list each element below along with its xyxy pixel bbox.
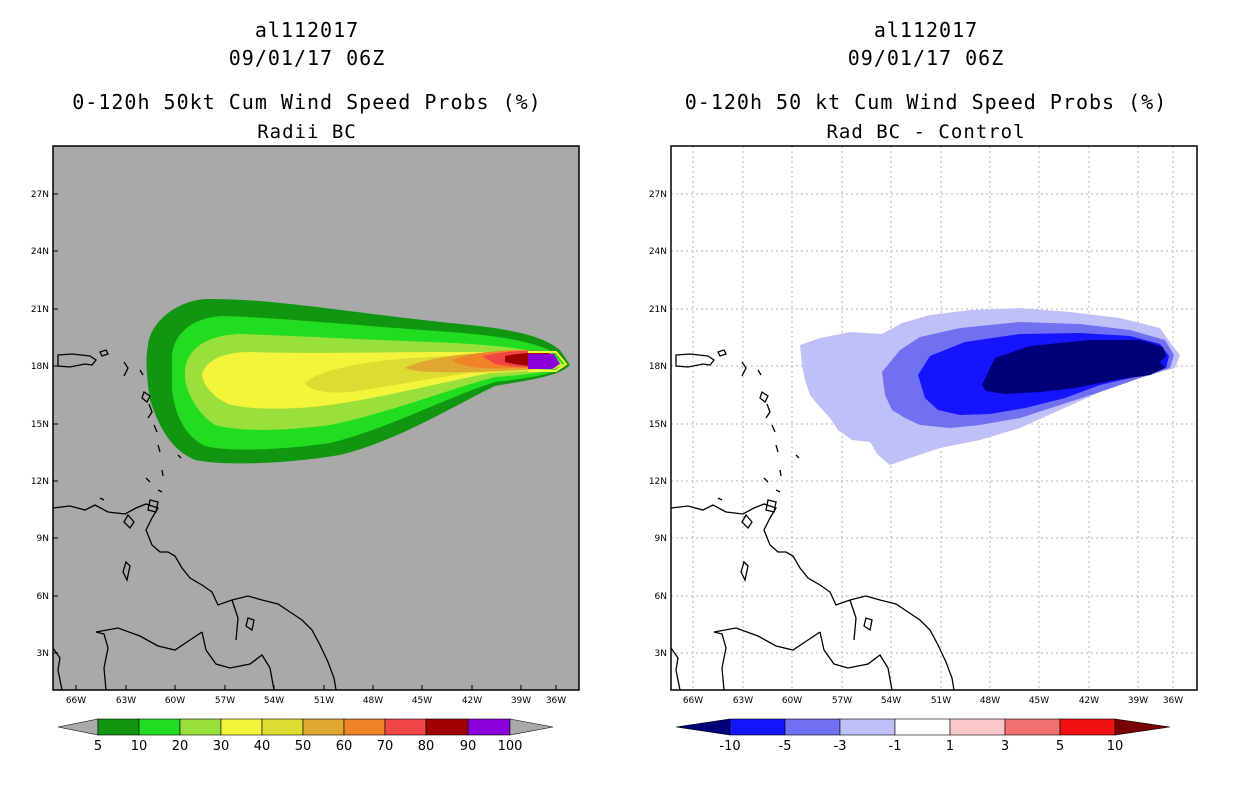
- lat-label: 3N: [37, 649, 49, 659]
- colorbar-label: 10: [131, 739, 148, 754]
- colorbar-swatch: [1059, 718, 1116, 736]
- colorbar-label: 5: [94, 739, 102, 754]
- lat-label: 27N: [649, 190, 667, 200]
- colorbar-swatch: [97, 718, 140, 736]
- colorbar-swatch: [949, 718, 1006, 736]
- left-subtitle: Radii BC: [257, 121, 357, 143]
- lat-label: 21N: [649, 305, 667, 315]
- lon-label: 54W: [881, 696, 901, 706]
- colorbar-label: -5: [779, 739, 792, 754]
- colorbar-swatch: [729, 718, 786, 736]
- lat-label: 15N: [31, 420, 49, 430]
- lat-label: 27N: [31, 190, 49, 200]
- colorbar-swatch: [894, 718, 951, 736]
- colorbar-label: 3: [1001, 739, 1009, 754]
- diff-minus10-contour: [982, 340, 1166, 394]
- lon-label: 48W: [363, 696, 383, 706]
- right-difference-field: [800, 308, 1180, 465]
- right-datetime: 09/01/17 06Z: [847, 46, 1005, 70]
- lat-label: 9N: [37, 534, 49, 544]
- left-probability-field: [146, 298, 570, 464]
- lat-label: 18N: [649, 362, 667, 372]
- colorbar-swatch: [179, 718, 222, 736]
- left-colorbar: [57, 718, 554, 736]
- lat-label: 24N: [31, 247, 49, 257]
- lat-label: 6N: [37, 592, 49, 602]
- right-colorbar: [675, 718, 1171, 736]
- lon-label: 39W: [1128, 696, 1148, 706]
- colorbar-label: 60: [336, 739, 353, 754]
- lon-label: 45W: [1029, 696, 1049, 706]
- lon-label: 66W: [66, 696, 86, 706]
- lon-label: 51W: [931, 696, 951, 706]
- lon-label: 57W: [215, 696, 235, 706]
- colorbar-label: -10: [719, 739, 740, 754]
- colorbar-swatch: [261, 718, 304, 736]
- right-storm-id: al112017: [873, 18, 979, 42]
- colorbar-label: 80: [418, 739, 435, 754]
- colorbar-label: -1: [889, 739, 902, 754]
- lon-label: 57W: [832, 696, 852, 706]
- left-map: 27N 24N 21N 18N 15N 12N 9N 6N 3N 66W 63W…: [31, 145, 580, 754]
- colorbar-label: 70: [377, 739, 394, 754]
- colorbar-label: 1: [946, 739, 954, 754]
- left-lon-ticks: [75, 685, 557, 690]
- colorbar-swatch: [1004, 718, 1061, 736]
- prob-90-contour: [528, 354, 560, 369]
- lon-label: 45W: [412, 696, 432, 706]
- colorbar-label: 5: [1056, 739, 1064, 754]
- colorbar-label: 20: [172, 739, 189, 754]
- left-coastlines: [52, 349, 337, 691]
- lat-label: 3N: [655, 649, 667, 659]
- left-storm-id: al112017: [254, 18, 360, 42]
- lon-label: 60W: [782, 696, 802, 706]
- colorbar-label: -3: [834, 739, 847, 754]
- right-title: 0-120h 50 kt Cum Wind Speed Probs (%): [684, 90, 1168, 114]
- left-lat-ticks: [53, 193, 58, 654]
- lon-label: 51W: [314, 696, 334, 706]
- colorbar-label: 90: [460, 739, 477, 754]
- lat-label: 15N: [649, 420, 667, 430]
- colorbar-swatch: [302, 718, 345, 736]
- lat-label: 21N: [31, 305, 49, 315]
- colorbar-label: 10: [1107, 739, 1124, 754]
- colorbar-swatch: [784, 718, 841, 736]
- lat-label: 9N: [655, 534, 667, 544]
- lon-label: 36W: [1163, 696, 1183, 706]
- lon-label: 66W: [683, 696, 703, 706]
- lon-label: 48W: [980, 696, 1000, 706]
- left-title: 0-120h 50kt Cum Wind Speed Probs (%): [72, 90, 542, 114]
- colorbar-label: 50: [295, 739, 312, 754]
- lat-label: 12N: [649, 477, 667, 487]
- colorbar-swatch: [467, 718, 511, 736]
- colorbar-swatch: [343, 718, 386, 736]
- colorbar-swatch: [220, 718, 263, 736]
- lat-label: 6N: [655, 592, 667, 602]
- lon-label: 39W: [511, 696, 531, 706]
- right-coastlines: [670, 349, 955, 691]
- lon-label: 63W: [116, 696, 136, 706]
- lon-label: 63W: [733, 696, 753, 706]
- left-datetime: 09/01/17 06Z: [228, 46, 386, 70]
- lon-label: 42W: [1079, 696, 1099, 706]
- lon-label: 42W: [462, 696, 482, 706]
- colorbar-label: 100: [498, 739, 523, 754]
- colorbar-swatch: [138, 718, 181, 736]
- lat-label: 12N: [31, 477, 49, 487]
- colorbar-swatch: [384, 718, 427, 736]
- prob-track-edge: [528, 351, 568, 372]
- lon-label: 60W: [165, 696, 185, 706]
- right-map: 27N 24N 21N 18N 15N 12N 9N 6N 3N 66W 63W…: [649, 145, 1198, 754]
- lat-label: 24N: [649, 247, 667, 257]
- lon-label: 54W: [264, 696, 284, 706]
- lat-label: 18N: [31, 362, 49, 372]
- colorbar-label: 40: [254, 739, 271, 754]
- colorbar-label: 30: [213, 739, 230, 754]
- right-subtitle: Rad BC - Control: [826, 121, 1026, 143]
- colorbar-swatch: [839, 718, 896, 736]
- lon-label: 36W: [546, 696, 566, 706]
- colorbar-swatch: [425, 718, 469, 736]
